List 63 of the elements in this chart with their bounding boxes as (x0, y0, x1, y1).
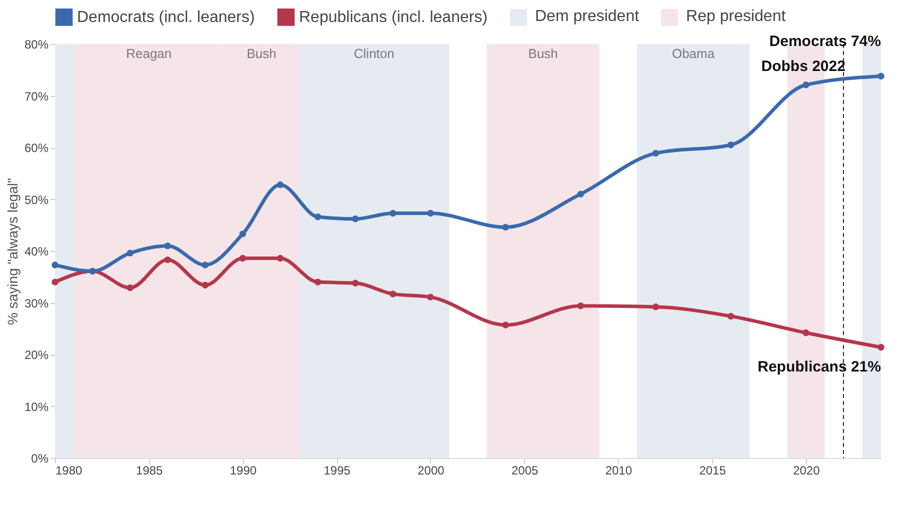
point (314, 214, 322, 220)
point (652, 304, 660, 310)
point (502, 224, 509, 231)
annotation: Democrats 74% (769, 33, 881, 50)
x-tick-label: 2010 (605, 464, 632, 478)
point (802, 82, 810, 88)
point (652, 150, 660, 157)
point (314, 278, 322, 286)
band-label: Reagan (126, 46, 172, 61)
y-tick-label: 80% (24, 38, 49, 52)
band-label: Obama (672, 46, 716, 61)
y-tick-label: 50% (24, 192, 49, 207)
y-axis-title: % saying "always legal" (4, 178, 20, 325)
point (727, 142, 734, 148)
band-label: Clinton (354, 46, 394, 61)
y-tick-label: 10% (24, 400, 49, 414)
x-tick-label: 2000 (418, 464, 445, 478)
annotation: Republicans 21% (758, 358, 881, 376)
point (577, 190, 584, 198)
point (276, 254, 284, 262)
x-tick-label: 1990 (230, 464, 257, 478)
point (164, 242, 171, 250)
y-tick-label: 60% (24, 141, 49, 155)
y-tick-label: 40% (24, 244, 49, 258)
y-tick-label: 70% (24, 89, 49, 104)
point (52, 278, 58, 286)
point (878, 344, 884, 351)
x-tick-label: 2005 (511, 464, 538, 478)
legend-label: Republicans (incl. leaners) (299, 9, 488, 26)
point (126, 284, 134, 292)
point (239, 230, 246, 238)
x-tick-label: 1985 (136, 464, 164, 478)
point (126, 250, 134, 256)
band-label: Bush (528, 46, 558, 61)
x-tick-label: 2015 (699, 464, 726, 478)
point (352, 280, 359, 286)
point (239, 254, 246, 262)
ref-line-label: Dobbs 2022 (761, 58, 846, 75)
point (577, 302, 584, 310)
band-label: Bush (246, 46, 276, 61)
x-tick-label: 1995 (324, 464, 351, 478)
point (276, 181, 284, 188)
point (502, 322, 509, 328)
legend-label: Democrats (incl. leaners) (77, 9, 255, 26)
point (878, 72, 884, 80)
y-tick-label: 30% (24, 296, 49, 310)
point (727, 312, 734, 320)
point (352, 216, 359, 222)
point (427, 294, 434, 300)
point (802, 329, 810, 336)
point (202, 262, 209, 268)
point (202, 282, 209, 288)
point (390, 210, 396, 217)
point (164, 256, 171, 264)
x-tick-label: 2020 (793, 464, 820, 478)
text: Rep president (686, 8, 786, 26)
y-tick-label: 0% (31, 452, 49, 466)
y-tick-label: 20% (24, 348, 49, 362)
point (390, 290, 396, 298)
x-tick-label: 1980 (56, 464, 83, 478)
point (427, 210, 434, 217)
text: Dem president (535, 8, 640, 26)
point (52, 262, 58, 268)
